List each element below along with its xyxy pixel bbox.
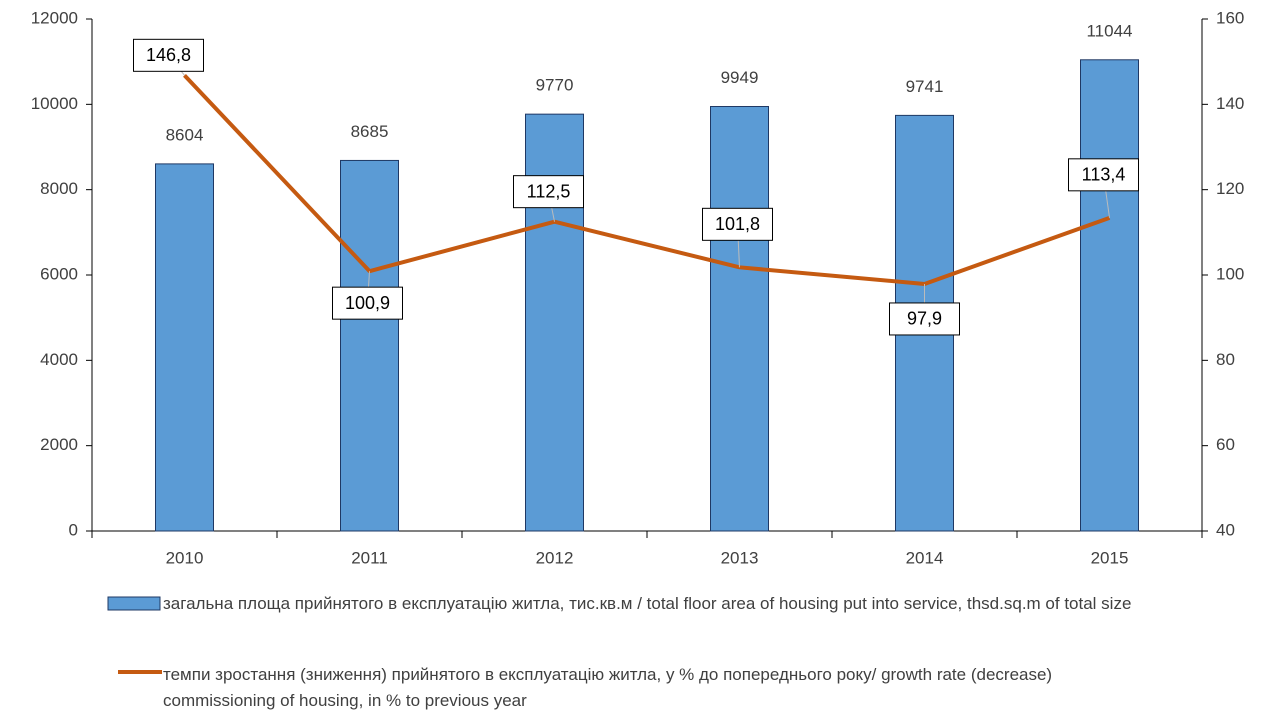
legend-swatch-bar [107, 596, 161, 611]
y-tick-label: 12000 [31, 8, 78, 27]
value-label-box [889, 302, 960, 336]
x-tick-label: 2011 [351, 548, 388, 567]
bar-value-label: 11044 [1086, 21, 1132, 40]
value-label-box [1068, 158, 1139, 192]
bar [340, 159, 399, 532]
bar-value-label: 9949 [721, 68, 759, 87]
y-tick-label: 4000 [40, 350, 78, 369]
y-tick-label: 10000 [31, 94, 78, 113]
line-value-label: 100,9 [345, 293, 390, 313]
y2-tick-label: 160 [1216, 8, 1244, 27]
y2-tick-label: 140 [1216, 94, 1244, 113]
line-value-label: 101,8 [715, 214, 760, 234]
y-tick-label: 0 [69, 520, 78, 539]
y2-tick-label: 60 [1216, 435, 1235, 454]
y-tick-label: 6000 [40, 264, 78, 283]
line-value-label: 112,5 [527, 181, 571, 201]
legend-bar: загальна площа прийнятого в експлуатацію… [163, 594, 1132, 613]
bar [710, 106, 769, 532]
line-value-label: 146,8 [146, 45, 191, 65]
line-value-label: 97,9 [907, 309, 942, 329]
x-tick-label: 2010 [166, 548, 204, 567]
y-tick-label: 2000 [40, 435, 78, 454]
value-label-box [133, 38, 204, 72]
value-label-box [332, 286, 403, 320]
value-label-box [702, 207, 773, 241]
value-label-box [513, 175, 584, 209]
x-tick-label: 2015 [1091, 548, 1129, 567]
line-value-label: 113,4 [1082, 165, 1126, 185]
x-tick-label: 2013 [721, 548, 759, 567]
line [183, 73, 1111, 286]
x-tick-label: 2012 [536, 548, 574, 567]
x-tick-label: 2014 [906, 548, 944, 567]
bar-value-label: 9741 [906, 77, 944, 96]
y2-tick-label: 40 [1216, 520, 1235, 539]
y2-tick-label: 120 [1216, 179, 1244, 198]
y2-tick-label: 80 [1216, 350, 1235, 369]
legend-line: темпи зростання (зниження) прийнятого в … [163, 665, 1053, 710]
bar-value-label: 9770 [536, 76, 574, 95]
y-tick-label: 8000 [40, 179, 78, 198]
y2-tick-label: 100 [1216, 264, 1244, 283]
bar-value-label: 8604 [166, 125, 204, 144]
bar [155, 163, 214, 532]
bar [1080, 59, 1139, 532]
bar-value-label: 8685 [351, 122, 389, 141]
